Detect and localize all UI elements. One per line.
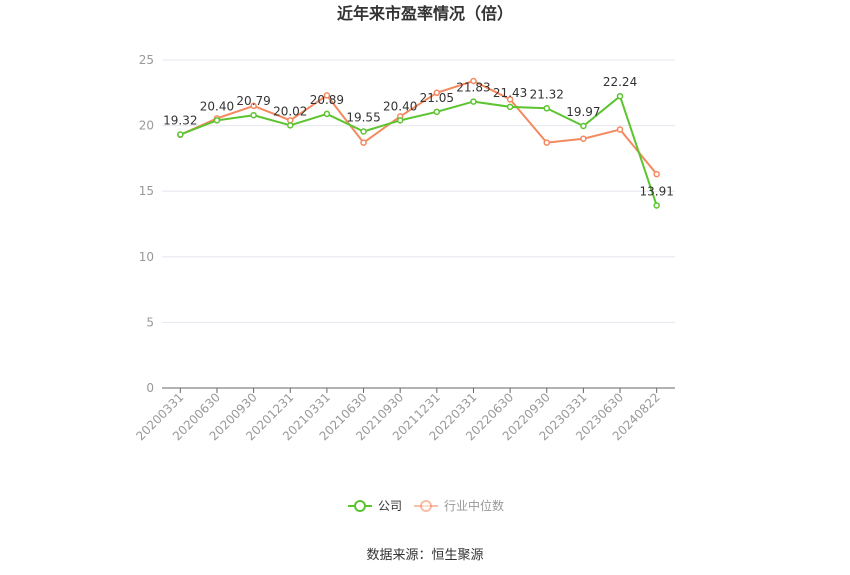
data-point-company — [543, 105, 550, 112]
data-point-industry-median — [470, 77, 477, 85]
data-point-company — [250, 111, 257, 119]
data-label: 20.89 — [310, 93, 344, 107]
grid — [162, 59, 675, 323]
data-point-industry-median — [433, 89, 441, 97]
data-point-company — [653, 202, 660, 209]
data-point-company — [360, 128, 367, 135]
y-tick-label: 25 — [139, 53, 154, 67]
data-point-industry-median — [616, 126, 624, 133]
y-tick-label: 20 — [139, 119, 154, 133]
data-point-industry-median — [543, 139, 550, 146]
y-tick-label: 0 — [146, 381, 154, 395]
data-point-company — [506, 103, 514, 111]
series-line-industry-median — [179, 79, 658, 175]
data-point-industry-median — [323, 92, 331, 99]
x-axis: 2020033120200630202009302020123120210331… — [133, 387, 675, 443]
y-tick-label: 5 — [146, 315, 154, 329]
data-label: 21.83 — [456, 81, 490, 95]
data-label: 13.91 — [639, 185, 673, 199]
data-label: 21.43 — [493, 86, 527, 100]
chart-title: 近年来市盈率情况（倍） — [337, 4, 513, 23]
legend-marker-company — [354, 500, 366, 512]
y-tick-label: 10 — [139, 250, 154, 264]
data-point-company — [433, 108, 441, 116]
legend-item-industry-median[interactable]: 行业中位数 — [414, 498, 504, 513]
y-tick-label: 15 — [139, 184, 154, 198]
data-label: 22.24 — [603, 75, 637, 89]
data-point-company — [616, 92, 624, 100]
data-label: 19.97 — [566, 105, 600, 119]
data-label: 20.40 — [200, 99, 234, 113]
data-label: 20.79 — [236, 94, 270, 108]
data-label: 20.40 — [383, 99, 417, 113]
data-point-industry-median — [360, 139, 367, 146]
data-point-industry-median — [506, 96, 514, 103]
data-point-industry-median — [250, 102, 257, 110]
data-point-industry-median — [653, 170, 660, 178]
data-point-company — [287, 122, 294, 129]
series-line-company — [179, 95, 658, 206]
data-point-company — [177, 131, 184, 138]
series — [177, 77, 660, 209]
data-point-company — [396, 117, 404, 124]
data-point-company — [580, 122, 587, 130]
data-label: 21.05 — [420, 91, 454, 105]
data-label: 19.55 — [346, 111, 380, 125]
data-point-company — [213, 117, 221, 124]
legend-label-industry-median: 行业中位数 — [444, 498, 504, 513]
legend-item-company[interactable]: 公司 — [348, 499, 402, 513]
data-label: 19.32 — [163, 114, 197, 128]
data-label: 20.02 — [273, 104, 307, 118]
data-point-company — [470, 98, 477, 105]
legend[interactable]: 公司 行业中位数 — [348, 498, 504, 513]
source-note: 数据来源：恒生聚源 — [366, 548, 483, 563]
data-label: 21.32 — [530, 87, 564, 101]
legend-marker-industry-median — [420, 500, 432, 512]
y-axis: 0 5 10 15 20 25 — [139, 53, 154, 395]
data-point-industry-median — [580, 135, 587, 142]
data-point-company — [323, 110, 331, 118]
legend-label-company: 公司 — [378, 499, 402, 513]
